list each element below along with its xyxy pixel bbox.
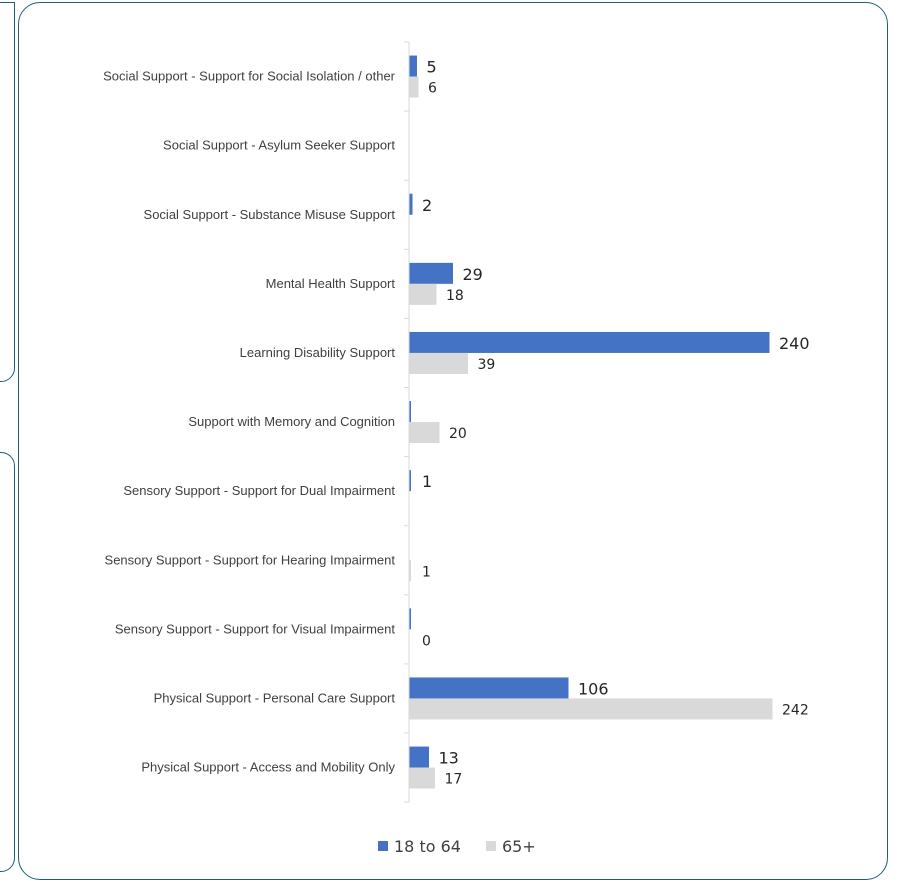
category-label: Sensory Support - Support for Dual Impai… (123, 483, 395, 498)
data-label-18-to-64: 2 (422, 196, 432, 215)
category-label: Learning Disability Support (240, 345, 396, 360)
legend-swatch-18-to-64 (378, 841, 388, 851)
legend-label-65-plus: 65+ (502, 837, 536, 856)
data-label-18-to-64: 5 (427, 58, 437, 77)
bar-65-plus (409, 283, 437, 305)
bar-18-to-64 (409, 470, 411, 492)
category-label: Physical Support - Personal Care Support (154, 690, 396, 705)
bar-65-plus (409, 560, 411, 582)
data-label-65-plus: 17 (445, 772, 463, 788)
data-label-65-plus: 39 (478, 357, 496, 373)
bar-18-to-64 (409, 746, 429, 768)
bar-18-to-64 (409, 55, 417, 77)
category-label: Support with Memory and Cognition (188, 414, 395, 429)
chart-panel (18, 2, 888, 880)
data-label-18-to-64: 29 (463, 265, 483, 284)
data-label-65-plus: 20 (449, 426, 467, 442)
bar-18-to-64 (409, 331, 770, 353)
bar-18-to-64 (409, 401, 411, 423)
bar-65-plus (409, 76, 419, 98)
category-label: Social Support - Support for Social Isol… (103, 69, 396, 84)
category-label: Mental Health Support (266, 276, 396, 291)
legend-swatch-65-plus (486, 841, 496, 851)
bar-65-plus (409, 352, 468, 374)
bar-65-plus (409, 422, 440, 444)
legend-label-18-to-64: 18 to 64 (394, 837, 461, 856)
category-label: Sensory Support - Support for Visual Imp… (115, 621, 396, 636)
category-label: Social Support - Substance Misuse Suppor… (144, 207, 396, 222)
data-label-65-plus: 1 (422, 564, 431, 580)
data-label-65-plus: 18 (446, 288, 464, 304)
data-label-65-plus: 6 (428, 81, 437, 97)
category-label: Sensory Support - Support for Hearing Im… (105, 552, 396, 567)
bar-65-plus (409, 698, 773, 720)
bar-18-to-64 (409, 193, 413, 215)
data-label-18-to-64: 240 (779, 334, 810, 353)
data-label-65-plus: 242 (782, 702, 809, 718)
bar-18-to-64 (409, 262, 453, 284)
data-label-18-to-64: 106 (578, 679, 609, 698)
data-label-18-to-64: 1 (422, 472, 432, 491)
category-label: Physical Support - Access and Mobility O… (141, 760, 395, 775)
bar-18-to-64 (409, 677, 569, 699)
bar-65-plus (409, 767, 435, 789)
category-label: Social Support - Asylum Seeker Support (163, 138, 395, 153)
data-label-18-to-64: 13 (439, 749, 459, 768)
data-label-65-plus: 0 (422, 633, 431, 649)
bar-18-to-64 (409, 608, 411, 630)
